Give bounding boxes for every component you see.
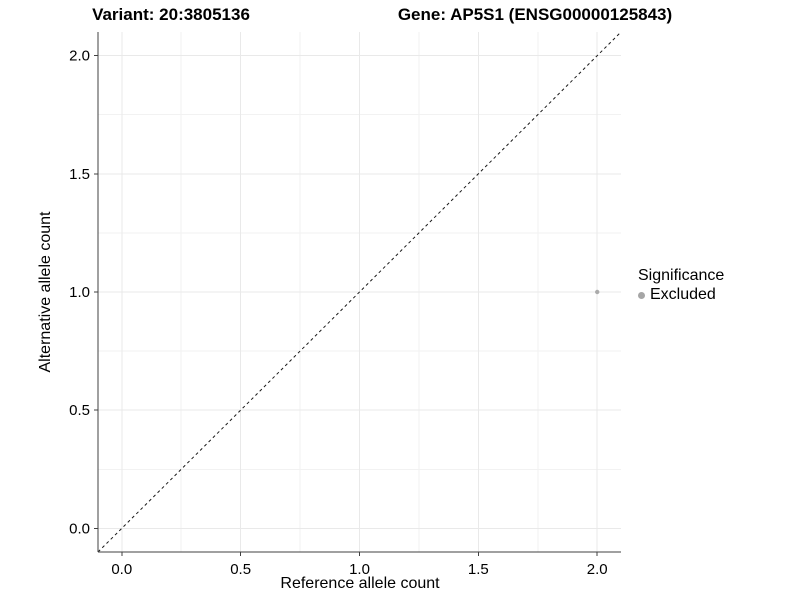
svg-text:1.5: 1.5 bbox=[468, 561, 489, 578]
svg-text:0.5: 0.5 bbox=[69, 402, 90, 419]
legend-title: Significance bbox=[638, 267, 725, 284]
x-axis-label: Reference allele count bbox=[280, 575, 440, 592]
legend-point-icon bbox=[638, 291, 645, 299]
svg-text:1.0: 1.0 bbox=[349, 561, 370, 578]
gene-title: Gene: AP5S1 (ENSG00000125843) bbox=[397, 5, 673, 24]
svg-text:0.0: 0.0 bbox=[111, 561, 132, 578]
svg-text:0.0: 0.0 bbox=[69, 520, 90, 537]
legend: Significance Excluded bbox=[638, 266, 724, 305]
svg-text:0.5: 0.5 bbox=[230, 561, 251, 578]
svg-text:2.0: 2.0 bbox=[69, 48, 90, 65]
variant-title: Variant: 20:3805136 bbox=[92, 5, 250, 24]
svg-text:2.0: 2.0 bbox=[587, 561, 608, 578]
svg-text:1.5: 1.5 bbox=[69, 166, 90, 183]
y-axis-label: Alternative allele count bbox=[37, 211, 54, 373]
legend-item-label: Excluded bbox=[650, 286, 716, 303]
svg-text:1.0: 1.0 bbox=[69, 284, 90, 301]
legend-item-excluded: Excluded bbox=[638, 285, 724, 305]
